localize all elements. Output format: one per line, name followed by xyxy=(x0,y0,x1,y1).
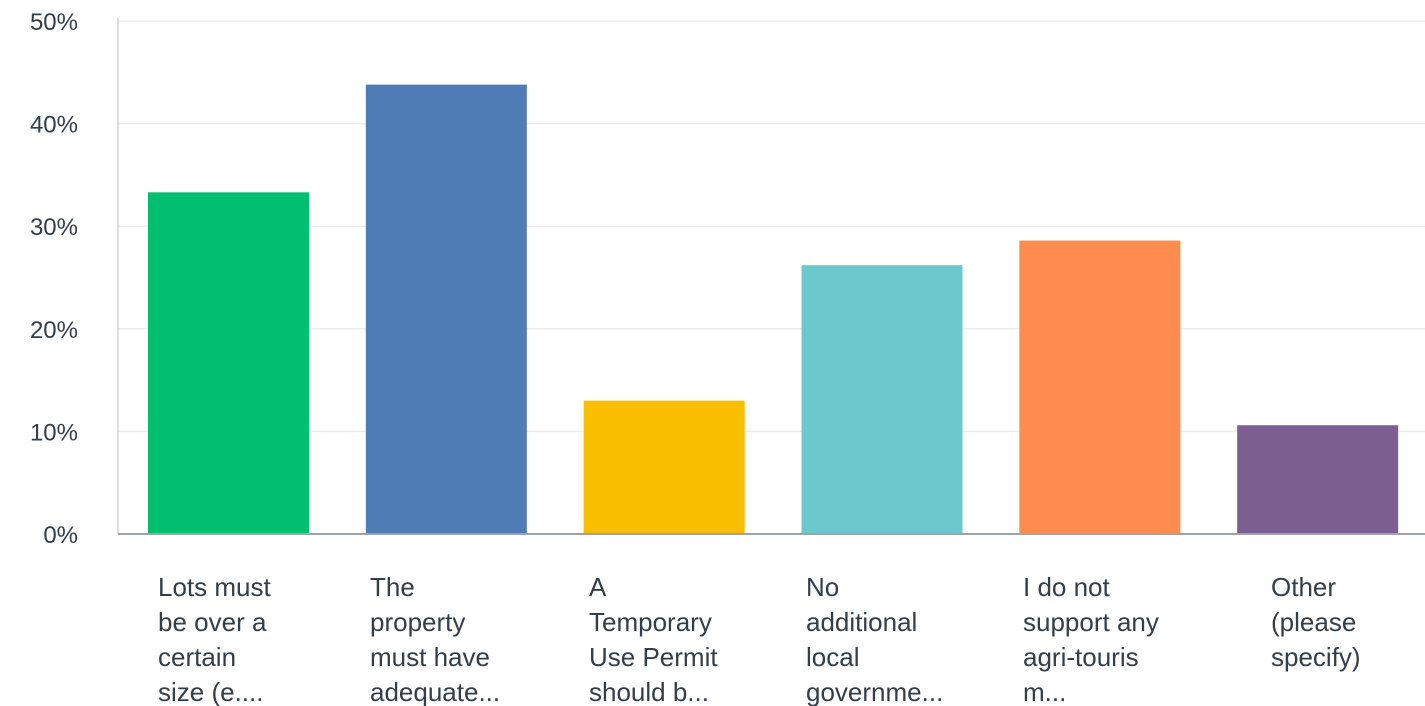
x-category-label-line: No xyxy=(806,572,839,602)
y-tick-label: 40% xyxy=(30,112,78,139)
bar xyxy=(583,400,745,534)
y-tick-label: 0% xyxy=(43,522,78,549)
x-category-label-line: governme... xyxy=(806,677,943,706)
bar xyxy=(148,192,309,535)
x-category-label-line: certain xyxy=(158,642,236,672)
x-category-label-line: adequate... xyxy=(370,677,500,706)
x-category-label-line: be over a xyxy=(158,607,267,637)
x-category-label-line: I do not xyxy=(1023,572,1111,602)
x-category-label-line: must have xyxy=(370,642,490,672)
y-tick-label: 30% xyxy=(30,214,78,241)
x-category-label-line: The xyxy=(370,572,415,602)
y-tick-label: 50% xyxy=(30,9,78,36)
y-tick-label: 20% xyxy=(30,317,78,344)
x-category-label-line: should b... xyxy=(589,677,709,706)
x-axis-labels: Lots must be over a certain size (e.... The p… xyxy=(158,572,1361,706)
x-category-label: The property must have adequate... xyxy=(370,572,500,706)
x-category-label-line: m... xyxy=(1023,677,1066,706)
x-category-label-line: Temporary xyxy=(589,607,712,637)
x-category-label-line: size (e.... xyxy=(158,677,263,706)
x-category-label-line: support any xyxy=(1023,607,1159,637)
x-category-label-line: Use Permit xyxy=(589,642,718,672)
bar xyxy=(1019,240,1181,534)
x-category-label-line: additional xyxy=(806,607,917,637)
bars xyxy=(148,84,1399,535)
y-axis-ticks: 0% 10% 20% 30% 40% 50% xyxy=(30,9,78,549)
bar xyxy=(1237,425,1399,534)
x-category-label: Lots must be over a certain size (e.... xyxy=(158,572,271,706)
grid-lines xyxy=(118,20,1425,433)
x-category-label-line: Other xyxy=(1271,572,1336,602)
bar xyxy=(365,84,527,534)
axes xyxy=(117,18,1425,535)
x-category-label-line: A xyxy=(589,572,607,602)
x-category-label: A Temporary Use Permit should b... xyxy=(589,572,718,706)
x-category-label-line: local xyxy=(806,642,859,672)
x-category-label-line: agri-touris xyxy=(1023,642,1139,672)
x-category-label-line: Lots must xyxy=(158,572,271,602)
y-tick-label: 10% xyxy=(30,419,78,446)
x-category-label-line: (please xyxy=(1271,607,1356,637)
x-category-label-line: property xyxy=(370,607,465,637)
x-category-label-line: specify) xyxy=(1271,642,1361,672)
x-category-label: No additional local governme... xyxy=(806,572,943,706)
x-category-label: Other (please specify) xyxy=(1271,572,1361,672)
x-category-label: I do not support any agri-touris m... xyxy=(1023,572,1159,706)
bar xyxy=(801,265,963,534)
